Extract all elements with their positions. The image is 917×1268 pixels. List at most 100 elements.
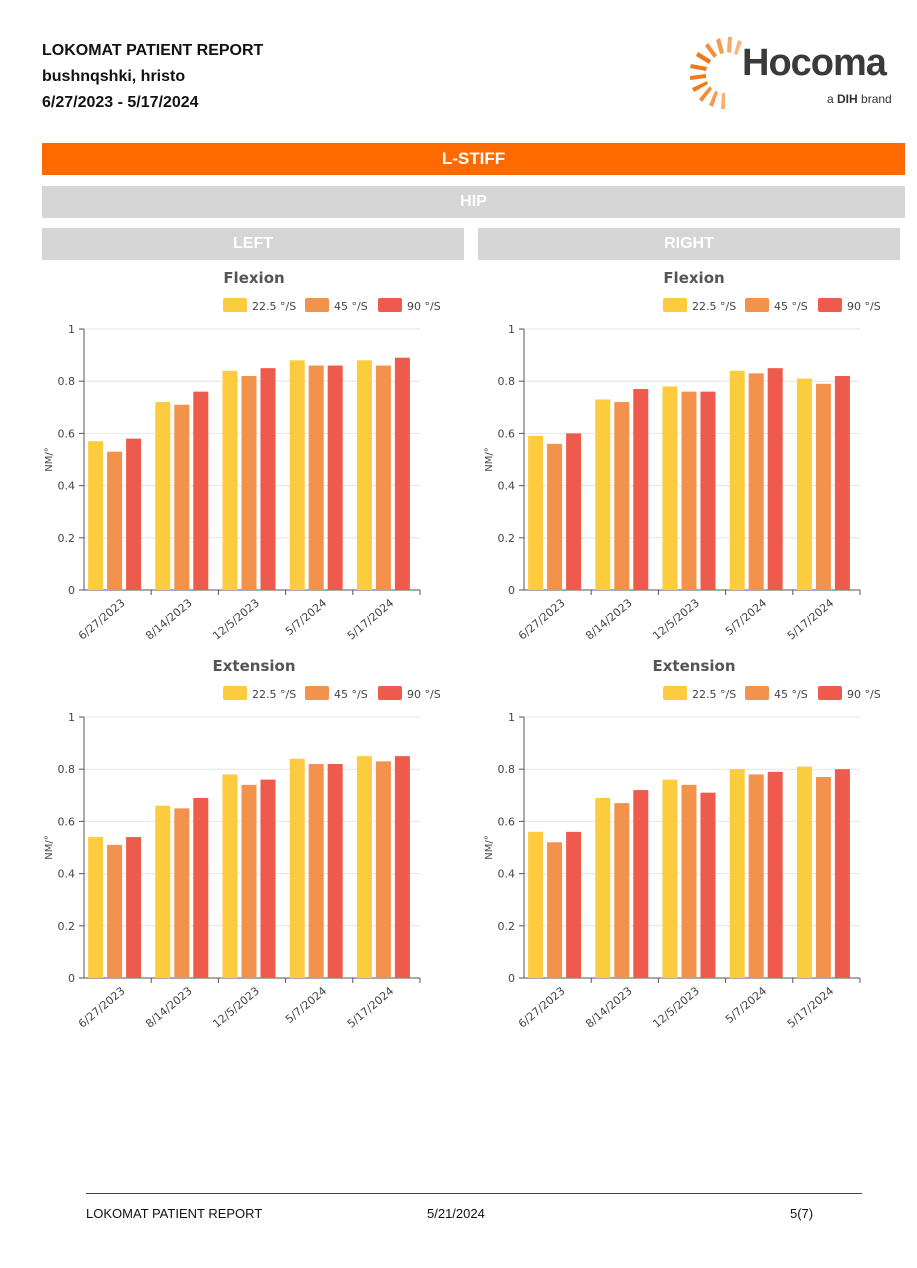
bar <box>126 438 142 590</box>
bar <box>394 357 410 590</box>
legend-swatch <box>818 686 842 700</box>
bar <box>107 451 123 590</box>
y-tick-label: 0.8 <box>58 763 76 776</box>
bar <box>155 402 171 590</box>
bar <box>174 404 190 590</box>
bar <box>193 391 209 590</box>
section-band-lstiff: L-STIFF <box>42 143 905 175</box>
legend-swatch <box>745 686 769 700</box>
bar <box>241 784 257 978</box>
y-tick-label: 0.8 <box>498 375 516 388</box>
bar <box>834 769 850 978</box>
logo-wordmark: Hocoma <box>742 42 887 84</box>
y-tick-label: 0.6 <box>58 427 76 440</box>
chart-left-extension: Extension 22.5 °/S 45 °/S 90 °/S 0 0.2 0.4 0.6 0… <box>0 650 440 1030</box>
y-axis-label: NM/° <box>484 447 495 471</box>
date-range: 6/27/2023 - 5/17/2024 <box>42 94 199 111</box>
bar <box>394 756 410 978</box>
bar <box>289 360 305 590</box>
bar <box>222 774 238 978</box>
bar <box>700 792 716 978</box>
bar <box>815 383 831 590</box>
legend-label: 22.5 °/S <box>252 300 296 313</box>
y-tick-label: 0.6 <box>498 427 516 440</box>
legend-label: 90 °/S <box>847 688 880 701</box>
bar <box>681 784 697 978</box>
y-tick-label: 0 <box>68 584 75 597</box>
footer-divider <box>86 1193 862 1194</box>
bar <box>566 433 582 590</box>
x-tick-label: 8/14/2023 <box>143 984 195 1030</box>
x-tick-label: 5/7/2024 <box>723 984 769 1026</box>
y-axis-label: NM/° <box>44 835 55 859</box>
y-tick-label: 0.4 <box>498 868 516 881</box>
x-tick-label: 8/14/2023 <box>583 984 635 1030</box>
bar <box>88 837 104 978</box>
bar <box>174 808 190 978</box>
report-title: LOKOMAT PATIENT REPORT <box>42 42 264 59</box>
bar <box>308 763 324 978</box>
y-tick-label: 0.6 <box>58 815 76 828</box>
legend-label: 45 °/S <box>774 300 808 313</box>
x-tick-label: 12/5/2023 <box>210 984 262 1030</box>
bar <box>528 436 544 590</box>
bar <box>327 365 343 590</box>
bar <box>662 386 678 590</box>
bar <box>241 375 257 590</box>
y-tick-label: 0.6 <box>498 815 516 828</box>
bar <box>155 805 171 978</box>
bar <box>729 370 745 590</box>
bar <box>796 378 812 590</box>
bar <box>815 777 831 978</box>
y-tick-label: 1 <box>68 711 75 724</box>
x-tick-label: 6/27/2023 <box>76 596 128 642</box>
y-tick-label: 0 <box>508 584 515 597</box>
x-tick-label: 12/5/2023 <box>650 596 702 642</box>
y-tick-label: 0.2 <box>58 920 76 933</box>
legend-swatch <box>378 686 402 700</box>
x-tick-label: 5/7/2024 <box>723 596 769 638</box>
legend-label: 45 °/S <box>334 300 368 313</box>
legend-swatch <box>223 686 247 700</box>
bar <box>748 774 764 978</box>
chart-svg: Flexion 22.5 °/S 45 °/S 90 °/S 0 0.2 0.4 0.6 0.8… <box>484 269 880 642</box>
bar <box>107 844 123 978</box>
legend-swatch <box>745 298 769 312</box>
bar <box>126 837 142 978</box>
bar <box>834 375 850 590</box>
x-tick-label: 6/27/2023 <box>516 984 568 1030</box>
x-tick-label: 5/17/2024 <box>345 984 397 1030</box>
bar <box>356 360 372 590</box>
legend-label: 90 °/S <box>847 300 880 313</box>
y-tick-label: 0.4 <box>58 480 76 493</box>
y-tick-label: 0 <box>508 972 515 985</box>
legend-swatch <box>305 686 329 700</box>
legend-swatch <box>223 298 247 312</box>
bar <box>528 831 544 978</box>
chart-title: Extension <box>213 657 296 675</box>
y-tick-label: 0.2 <box>498 532 516 545</box>
chart-svg: Flexion 22.5 °/S 45 °/S 90 °/S 0 0.2 0.4 0.6 0.8… <box>44 269 440 642</box>
chart-title: Flexion <box>223 269 284 287</box>
y-tick-label: 0 <box>68 972 75 985</box>
bar <box>614 402 630 590</box>
x-tick-label: 5/17/2024 <box>785 596 837 642</box>
side-band-left: LEFT <box>42 228 464 260</box>
y-tick-label: 1 <box>68 323 75 336</box>
bar <box>327 763 343 978</box>
bar <box>595 797 611 978</box>
y-tick-label: 0.2 <box>58 532 76 545</box>
bar <box>222 370 238 590</box>
bar <box>547 842 563 978</box>
bar <box>633 389 649 590</box>
y-tick-label: 0.8 <box>498 763 516 776</box>
x-tick-label: 6/27/2023 <box>516 596 568 642</box>
legend-label: 22.5 °/S <box>692 688 736 701</box>
bar <box>729 769 745 978</box>
footer-date: 5/21/2024 <box>427 1206 485 1221</box>
chart-left-flexion: Flexion 22.5 °/S 45 °/S 90 °/S 0 0.2 0.4 0.6 0.8… <box>0 262 440 642</box>
x-tick-label: 5/7/2024 <box>283 984 329 1026</box>
y-tick-label: 1 <box>508 323 515 336</box>
bar <box>566 831 582 978</box>
x-tick-label: 5/17/2024 <box>345 596 397 642</box>
